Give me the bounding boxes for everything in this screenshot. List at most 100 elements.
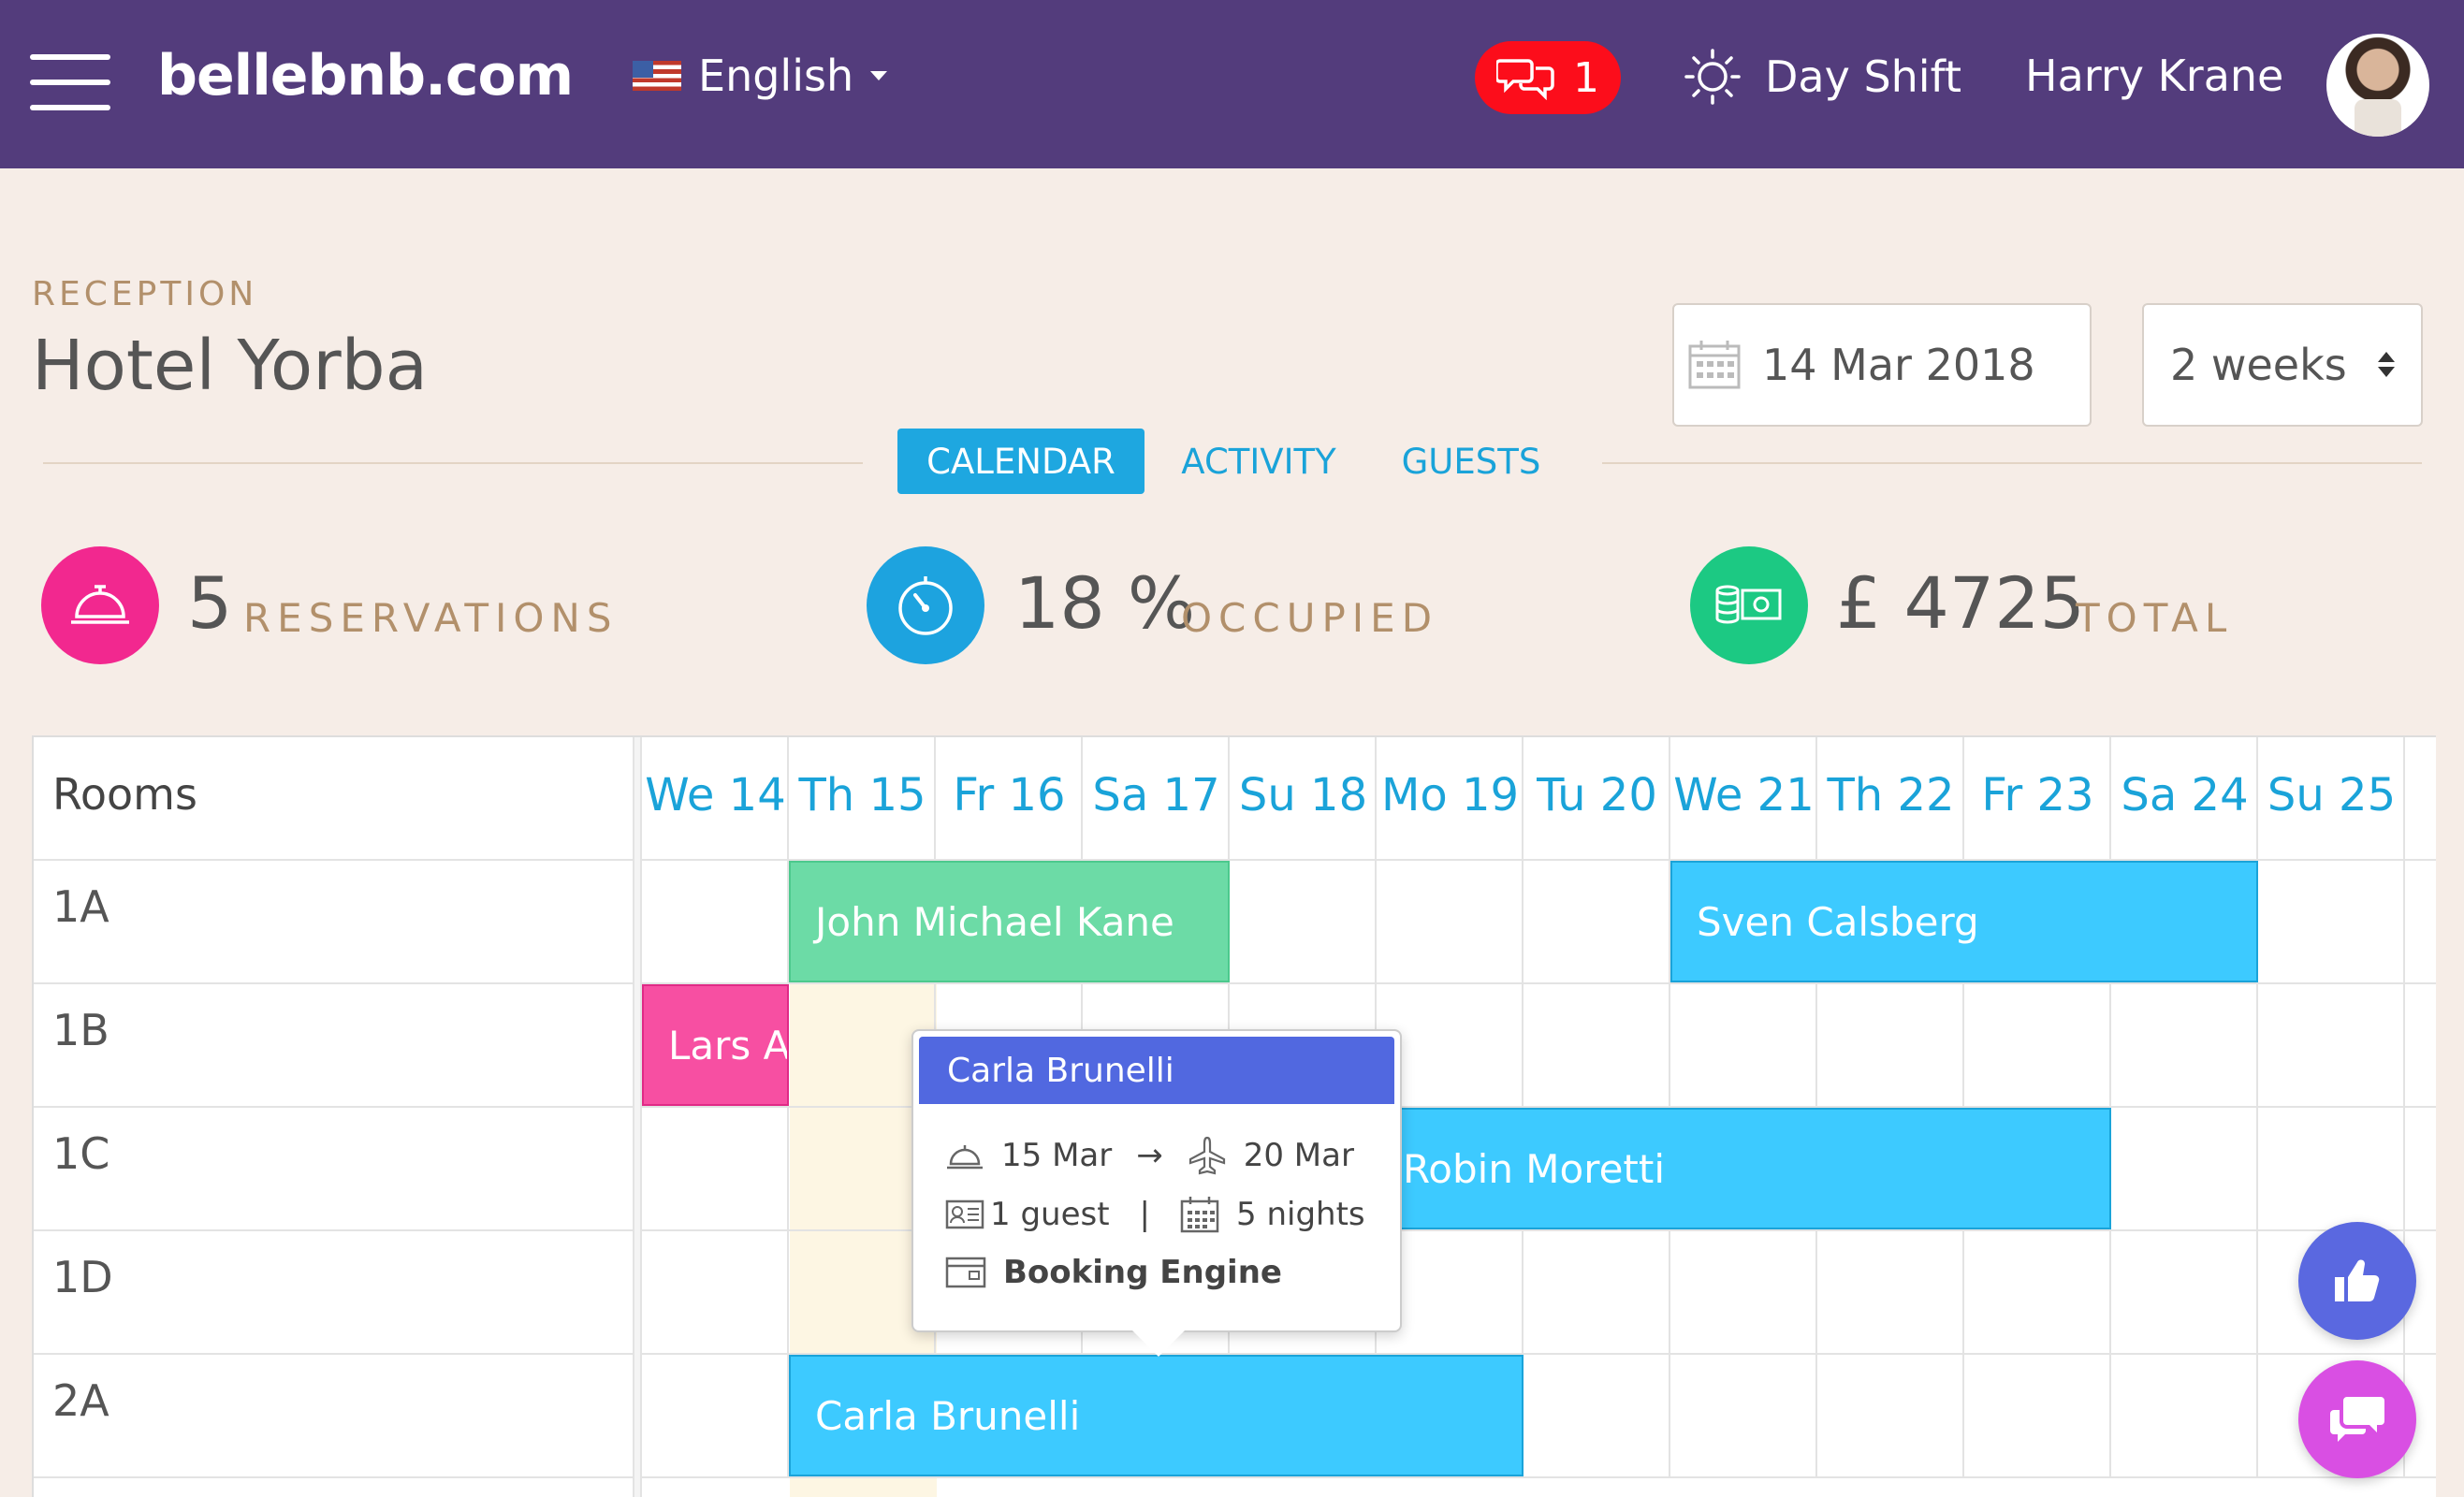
column-separator [634, 737, 642, 1497]
plane-icon [1188, 1136, 1225, 1175]
day-header-cell[interactable]: Sa 17 [1083, 737, 1230, 861]
day-header-cell[interactable]: Th 22 [1817, 737, 1964, 861]
occupied-value: 18 % [1014, 561, 1196, 645]
day-header-cell[interactable]: Mo 19 [1377, 737, 1524, 861]
day-cell[interactable] [642, 1108, 789, 1231]
booking-guest-name: John Michael Kane [815, 898, 1174, 945]
guest-count: 1 guest [990, 1196, 1110, 1233]
room-label: 1A [52, 881, 109, 932]
booking-bar[interactable]: Lars A [642, 984, 789, 1106]
messages-button[interactable]: 1 [1475, 41, 1621, 114]
language-selector[interactable]: English [633, 51, 888, 101]
popover-source: Booking Engine [945, 1254, 1282, 1291]
day-cell[interactable] [1230, 861, 1377, 984]
shift-selector[interactable]: Day Shift [1684, 49, 1961, 105]
day-header: We 14 [645, 769, 786, 821]
day-header: Mo 19 [1380, 769, 1520, 821]
booking-bar[interactable]: Sven Calsberg [1670, 861, 2258, 982]
day-header: We 21 [1673, 769, 1815, 821]
day-cell[interactable] [642, 1231, 789, 1355]
day-header-cell[interactable]: Fr 16 [936, 737, 1083, 861]
day-cell[interactable] [2111, 1355, 2258, 1478]
day-cell[interactable] [1964, 984, 2111, 1108]
day-cell[interactable] [2405, 1108, 2436, 1231]
chat-bubbles-icon [1496, 59, 1554, 100]
day-header: Fr 23 [1981, 769, 2094, 821]
nights-count: 5 nights [1236, 1196, 1365, 1233]
day-cell[interactable] [1817, 1355, 1964, 1478]
day-cell[interactable] [1524, 1355, 1670, 1478]
booking-guest-name: Robin Moretti [1403, 1145, 1666, 1192]
tab-activity[interactable]: ACTIVITY [1181, 441, 1336, 482]
day-header: M [2405, 769, 2436, 821]
day-cell[interactable] [1377, 984, 1524, 1108]
room-label: 1C [52, 1128, 110, 1179]
tab-guests[interactable]: GUESTS [1401, 441, 1541, 482]
tab-calendar[interactable]: CALENDAR [897, 429, 1145, 494]
top-bar: bellebnb.com English 1 Day Shift Harry K… [0, 0, 2464, 168]
feedback-button[interactable] [2298, 1222, 2416, 1340]
day-cell[interactable] [642, 1355, 789, 1478]
day-header-cell[interactable]: We 14 [642, 737, 789, 861]
day-cell[interactable] [1964, 1355, 2111, 1478]
day-cell[interactable] [2258, 984, 2405, 1108]
logo[interactable]: bellebnb.com [157, 43, 574, 109]
day-cell[interactable] [2405, 1231, 2436, 1355]
bell-icon [41, 546, 159, 664]
total-value: £ 4725 [1836, 561, 2085, 645]
calendar-icon [1180, 1197, 1219, 1233]
room-row: 1A [34, 861, 634, 984]
chat-button[interactable] [2298, 1360, 2416, 1478]
day-cell[interactable] [2405, 984, 2436, 1108]
day-header-cell[interactable]: Su 18 [1230, 737, 1377, 861]
day-cell[interactable] [2111, 1108, 2258, 1231]
day-cell[interactable] [1524, 984, 1670, 1108]
day-cell[interactable] [2111, 1231, 2258, 1355]
booking-popover: Carla Brunelli 15 Mar → 20 Mar 1 guest |… [911, 1029, 1402, 1357]
day-cell[interactable] [1377, 1231, 1524, 1355]
booking-bar[interactable]: Carla Brunelli [789, 1355, 1524, 1476]
check-out-date: 20 Mar [1243, 1137, 1354, 1174]
day-cell[interactable] [1817, 984, 1964, 1108]
day-header-cell[interactable]: Fr 23 [1964, 737, 2111, 861]
room-row: 1B [34, 984, 634, 1108]
day-cell[interactable] [1670, 1355, 1817, 1478]
day-cell[interactable] [1964, 1231, 2111, 1355]
day-header-cell[interactable]: We 21 [1670, 737, 1817, 861]
day-cell[interactable] [2405, 861, 2436, 984]
avatar[interactable] [2326, 34, 2429, 137]
user-name[interactable]: Harry Krane [2025, 51, 2284, 101]
flag-us-icon [633, 61, 681, 91]
id-card-icon [945, 1199, 984, 1229]
day-header-cell[interactable]: Tu 20 [1524, 737, 1670, 861]
day-cell[interactable] [2405, 1355, 2436, 1478]
date-picker[interactable]: 14 Mar 2018 [1672, 303, 2092, 427]
day-cell[interactable] [1524, 1231, 1670, 1355]
day-cell[interactable] [2258, 861, 2405, 984]
calendar-icon [1688, 341, 1741, 389]
day-header-cell[interactable]: M [2405, 737, 2436, 861]
day-cell[interactable] [1524, 861, 1670, 984]
money-icon [1690, 546, 1808, 664]
menu-icon[interactable] [30, 54, 110, 110]
popover-details: 1 guest | 5 nights [945, 1196, 1365, 1233]
thumbs-up-icon [2335, 1259, 2380, 1301]
day-header: Tu 20 [1537, 769, 1657, 821]
day-cell[interactable] [1817, 1231, 1964, 1355]
day-header-cell[interactable]: Th 15 [789, 737, 936, 861]
period-select[interactable]: 2 weeks [2142, 303, 2423, 427]
booking-guest-name: Lars A [668, 1022, 789, 1068]
day-cell[interactable] [2258, 1108, 2405, 1231]
day-header-cell[interactable]: Su 25 [2258, 737, 2405, 861]
popover-arrow [1132, 1330, 1185, 1357]
day-cell[interactable] [1670, 984, 1817, 1108]
day-cell[interactable] [1670, 1231, 1817, 1355]
booking-bar[interactable]: John Michael Kane [789, 861, 1230, 982]
booking-bar[interactable]: Robin Moretti [1377, 1108, 2111, 1229]
day-cell[interactable] [2111, 984, 2258, 1108]
day-cell[interactable] [642, 861, 789, 984]
day-cell[interactable] [1377, 861, 1524, 984]
chat-icon [2330, 1397, 2384, 1442]
room-row: 2A [34, 1355, 634, 1478]
day-header-cell[interactable]: Sa 24 [2111, 737, 2258, 861]
